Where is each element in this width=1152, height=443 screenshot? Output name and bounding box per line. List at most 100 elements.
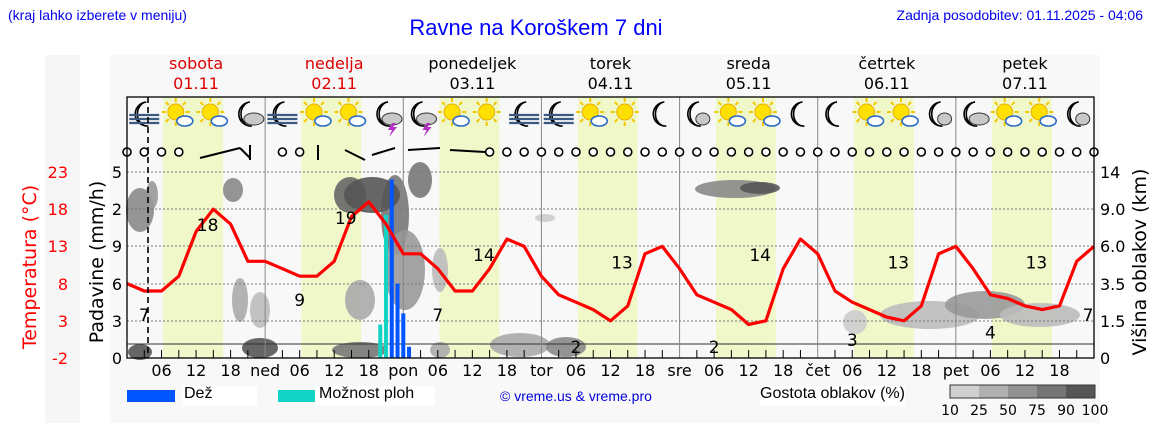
day-date: 06.11 <box>864 74 910 93</box>
cloud-density-areas <box>126 162 1080 360</box>
svg-text:čet: čet <box>805 361 830 380</box>
calm-wind-icon <box>899 147 909 157</box>
calm-wind-icon <box>571 147 581 157</box>
legend-showers-swatch <box>278 390 326 402</box>
legend-showers-label: Možnost ploh <box>319 385 415 402</box>
day-date: 05.11 <box>726 74 772 93</box>
daylight-bands <box>163 97 1052 358</box>
calm-wind-icon <box>1054 147 1065 157</box>
svg-text:0: 0 <box>112 349 122 368</box>
calm-wind-icon <box>985 147 996 157</box>
location-hint[interactable]: (kraj lahko izberete v meniju) <box>8 7 187 23</box>
svg-text:18: 18 <box>48 200 68 219</box>
fog-night-icon <box>129 101 160 127</box>
svg-text:9.0: 9.0 <box>1100 200 1125 219</box>
svg-text:18: 18 <box>220 361 240 380</box>
svg-text:18: 18 <box>197 216 219 236</box>
wind-barb-icon <box>199 147 241 159</box>
svg-text:13: 13 <box>611 253 633 273</box>
svg-text:06: 06 <box>428 361 448 380</box>
calm-wind-icon <box>640 147 650 157</box>
calm-wind-icon <box>553 147 564 157</box>
svg-text:2: 2 <box>571 338 582 358</box>
calm-wind-icon <box>933 147 944 157</box>
day-name: torek <box>590 54 632 73</box>
svg-text:12: 12 <box>600 361 620 380</box>
temperature-extreme-labels: 7 18 9 19 7 14 2 13 2 14 3 13 4 13 7 <box>139 209 1094 358</box>
svg-text:13: 13 <box>887 253 909 273</box>
svg-text:3: 3 <box>112 312 122 331</box>
sun-cloud-icon <box>1025 98 1057 127</box>
calm-wind-icon <box>622 147 633 157</box>
day-name: sobota <box>169 54 223 73</box>
svg-text:90: 90 <box>1057 403 1075 419</box>
wind-barb-icon <box>371 147 396 156</box>
wind-barb-icon <box>239 147 251 159</box>
svg-text:13: 13 <box>48 237 68 256</box>
fog-night-icon <box>509 101 540 127</box>
calm-wind-icon <box>277 147 288 157</box>
wind-row <box>122 145 1099 161</box>
page-title: Ravne na Koroškem 7 dni <box>409 15 663 40</box>
calm-wind-icon <box>605 147 616 157</box>
svg-text:12: 12 <box>186 361 206 380</box>
calm-wind-icon <box>951 147 961 157</box>
moon-cloud-small-icon <box>928 101 953 127</box>
calm-wind-icon <box>519 147 529 157</box>
calm-wind-icon <box>778 147 788 157</box>
svg-text:100: 100 <box>1082 403 1109 419</box>
calm-wind-icon <box>916 147 927 157</box>
svg-text:6: 6 <box>112 275 122 294</box>
moon-icon <box>790 101 805 127</box>
x-axis-ticks: 06 12 18 ned 06 12 18 pon 06 12 18 tor 06 12 18 sre 06 12… <box>151 361 1069 380</box>
calm-wind-icon <box>1071 147 1082 157</box>
left-strip <box>45 55 80 423</box>
moon-storm-icon <box>376 101 403 137</box>
calm-wind-icon <box>139 147 150 157</box>
svg-text:12: 12 <box>462 361 482 380</box>
svg-text:12: 12 <box>324 361 344 380</box>
calm-wind-icon <box>812 147 823 157</box>
calm-wind-icon <box>536 147 547 157</box>
svg-text:13: 13 <box>1026 253 1048 273</box>
sun-icon <box>610 98 639 126</box>
day-name: sreda <box>726 54 770 73</box>
sun-cloud-icon <box>748 98 781 127</box>
svg-text:5: 5 <box>112 163 122 182</box>
moon-icon <box>825 101 840 127</box>
calm-wind-icon <box>881 147 892 157</box>
calm-wind-icon <box>502 147 512 157</box>
svg-text:06: 06 <box>980 361 1000 380</box>
day-date: 07.11 <box>1002 74 1048 93</box>
copyright-link[interactable]: © vreme.us & vreme.pro <box>500 388 652 404</box>
svg-text:Padavine (mm/h): Padavine (mm/h) <box>86 181 108 344</box>
wind-barb-icon <box>407 147 441 151</box>
svg-text:18: 18 <box>497 361 517 380</box>
svg-text:0: 0 <box>1100 349 1110 368</box>
svg-text:3: 3 <box>847 331 858 351</box>
moon-storm-icon <box>410 101 438 137</box>
svg-text:3: 3 <box>58 312 68 331</box>
legend-rain-swatch <box>127 390 175 402</box>
sun-cloud-icon <box>196 98 229 127</box>
sun-cloud-icon <box>161 98 194 127</box>
svg-text:75: 75 <box>1028 403 1046 419</box>
moon-cloud-icon <box>238 101 265 127</box>
svg-text:12: 12 <box>738 361 758 380</box>
calm-wind-icon <box>743 147 754 157</box>
svg-text:8: 8 <box>58 275 68 294</box>
svg-text:18: 18 <box>773 361 793 380</box>
svg-text:18: 18 <box>1049 361 1069 380</box>
svg-text:06: 06 <box>151 361 171 380</box>
sun-cloud-icon <box>714 98 747 127</box>
calm-wind-icon <box>294 147 305 157</box>
svg-text:06: 06 <box>704 361 724 380</box>
temperature-line <box>126 200 1096 327</box>
moon-cloud-icon <box>963 101 990 127</box>
day-date: 03.11 <box>449 74 495 93</box>
calm-wind-icon <box>761 147 771 157</box>
sun-cloud-icon <box>887 98 919 127</box>
svg-text:14: 14 <box>1100 163 1120 182</box>
